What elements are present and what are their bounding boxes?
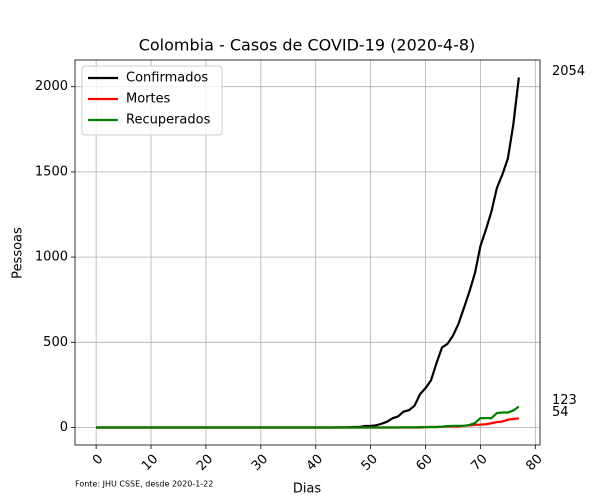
end-value-label: 123 [552, 393, 577, 408]
end-value-label: 54 [552, 405, 569, 420]
x-tick-label: 10 [139, 452, 161, 474]
x-tick-label: 60 [414, 452, 436, 474]
x-tick-label: 40 [304, 452, 326, 474]
end-value-label: 2054 [552, 64, 585, 79]
x-axis-label: Dias [293, 482, 322, 497]
x-tick-label: 50 [359, 452, 381, 474]
y-tick-label: 0 [60, 420, 68, 435]
series-line [96, 405, 520, 429]
legend-label: Recuperados [126, 113, 211, 128]
plot-frame [74, 59, 541, 446]
x-tick-label: 80 [523, 452, 545, 474]
x-tick-label: 30 [249, 452, 271, 474]
x-tick-label: 70 [468, 452, 490, 474]
y-tick-label: 1000 [35, 250, 68, 265]
source-note: Fonte: JHU CSSE, desde 2020-1-22 [75, 480, 213, 489]
chart-title: Colombia - Casos de COVID-19 (2020-4-8) [139, 36, 476, 55]
legend-label: Confirmados [126, 71, 208, 86]
y-axis-label: Pessoas [11, 227, 26, 279]
y-tick-label: 2000 [35, 79, 68, 94]
legend-box [81, 65, 223, 136]
y-tick-label: 1500 [35, 164, 68, 179]
y-tick-label: 500 [43, 335, 68, 350]
x-tick-label: 0 [90, 452, 106, 468]
legend-label: Mortes [126, 92, 171, 107]
x-tick-label: 20 [194, 452, 216, 474]
